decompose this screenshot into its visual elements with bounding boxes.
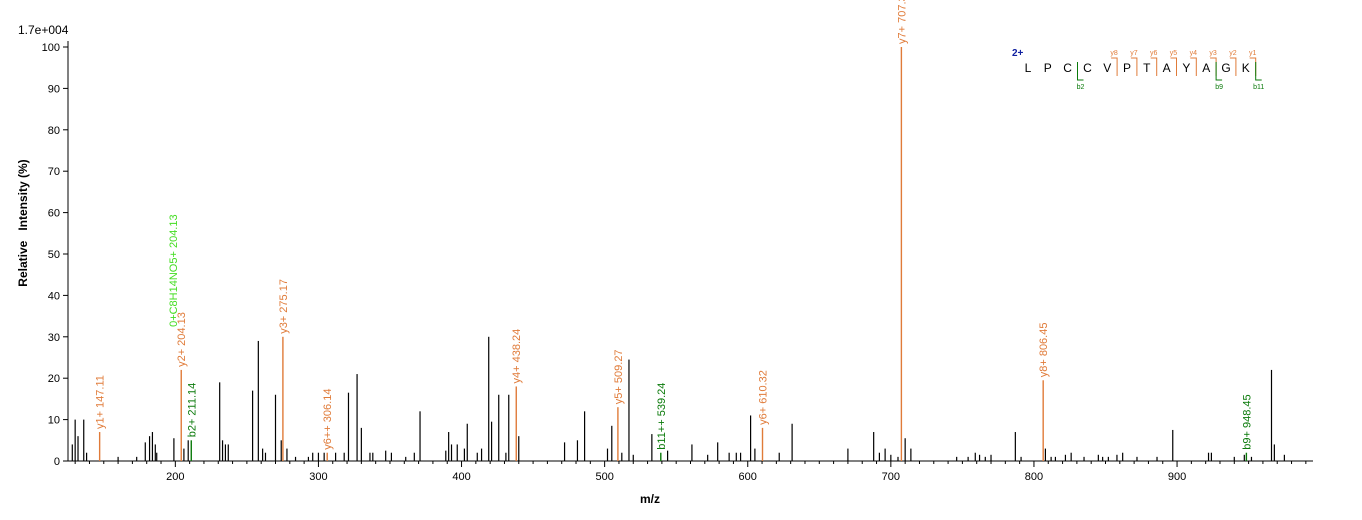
noise-peaks [71,336,1285,461]
y-ion-bracket [1170,57,1177,76]
y-ion-bracket [1249,57,1257,76]
y-ion-bracket [1190,57,1197,76]
x-tick-label: 700 [882,471,900,483]
peak-label: y6++ 306.14 [322,389,334,450]
y-ion-label: y2 [1229,50,1237,57]
sequence-residue: P [1044,61,1052,75]
y-ion-bracket [1150,57,1158,76]
x-tick-label: 800 [1025,471,1043,483]
peak-label: y5+ 509.27 [613,349,625,404]
y-tick-label: 40 [48,290,60,302]
peak-label: y2+ 204.13 [176,312,188,367]
sequence-residue: L [1025,61,1032,75]
b-ion-label: b9 [1215,84,1223,91]
sequence-residue: G [1221,61,1230,75]
peak-label: b9+ 948.45 [1241,394,1253,449]
x-axis-title: m/z [640,492,660,506]
x-tick-label: 200 [166,471,184,483]
y-tick-label: 70 [48,166,60,178]
max-intensity-label: 1.7e+004 [18,23,69,37]
peak-label: y3+ 275.17 [278,279,290,334]
sequence-residue: C [1083,61,1092,75]
y-tick-label: 80 [48,125,60,137]
peak-label: b2+ 211.14 [186,383,198,438]
sequence-residue: A [1202,61,1210,75]
y-tick-label: 30 [48,332,60,344]
y-ion-bracket [1229,57,1237,76]
sequence-residue: T [1143,61,1151,75]
y-tick-label: 90 [48,83,60,95]
sequence-residue: P [1123,61,1131,75]
peak-label: y7+ 707.37 [896,0,908,44]
y-ion-label: y5 [1170,50,1178,57]
y-tick-label: 10 [48,415,60,427]
b-ion-label: b11 [1253,84,1264,91]
annotated-peaks: y1+ 147.11 y2+ 204.130+C8H14NO5+ 204.13 b2… [95,0,1253,461]
y-ion-label: y7 [1130,50,1138,57]
y-ion-label: y4 [1190,50,1198,57]
y-tick-label: 100 [42,42,60,54]
x-tick-label: 900 [1168,471,1186,483]
y-ion-bracket [1111,57,1118,76]
peak-label: y1+ 147.11 [95,375,107,429]
sequence-residue: K [1242,61,1250,75]
y-ion-label: y3 [1209,50,1217,57]
b-ion-bracket [1215,62,1223,81]
y-ion-bracket [1210,57,1217,76]
b-ion-bracket [1255,62,1262,81]
y-tick-label: 20 [48,373,60,385]
peak-label: y4+ 438.24 [511,329,523,384]
x-tick-label: 300 [309,471,327,483]
b-ion-bracket [1077,62,1084,81]
x-tick-label: 600 [739,471,757,483]
y-tick-label: 0 [54,456,60,468]
peak-label: 0+C8H14NO5+ 204.13 [168,214,180,327]
peak-label: b11++ 539.24 [656,383,668,450]
y-ion-bracket [1130,57,1138,76]
axes: 0 10 20 30 40 50 60 70 80 90 100 200 300 400 500 600 700… [42,41,1313,483]
peak-label: y8+ 806.45 [1038,323,1050,378]
sequence-residue: C [1063,61,1072,75]
y-ion-label: y8 [1110,50,1118,57]
x-tick-label: 500 [595,471,613,483]
y-tick-label: 50 [48,249,60,261]
peak-label: y6+ 610.32 [758,370,770,425]
y-tick-label: 60 [48,208,60,220]
b-ion-label: b2 [1077,84,1085,91]
sequence-residue: Y [1182,61,1190,75]
x-tick-label: 400 [452,471,470,483]
y-ion-label: y6 [1150,50,1158,57]
charge-state: 2+ [1012,48,1024,59]
sequence-residue: V [1103,61,1111,75]
y-ion-label: y1 [1249,50,1257,57]
y-axis-title: Relative Intensity (%) [16,159,30,286]
sequence-residue: A [1163,61,1171,75]
